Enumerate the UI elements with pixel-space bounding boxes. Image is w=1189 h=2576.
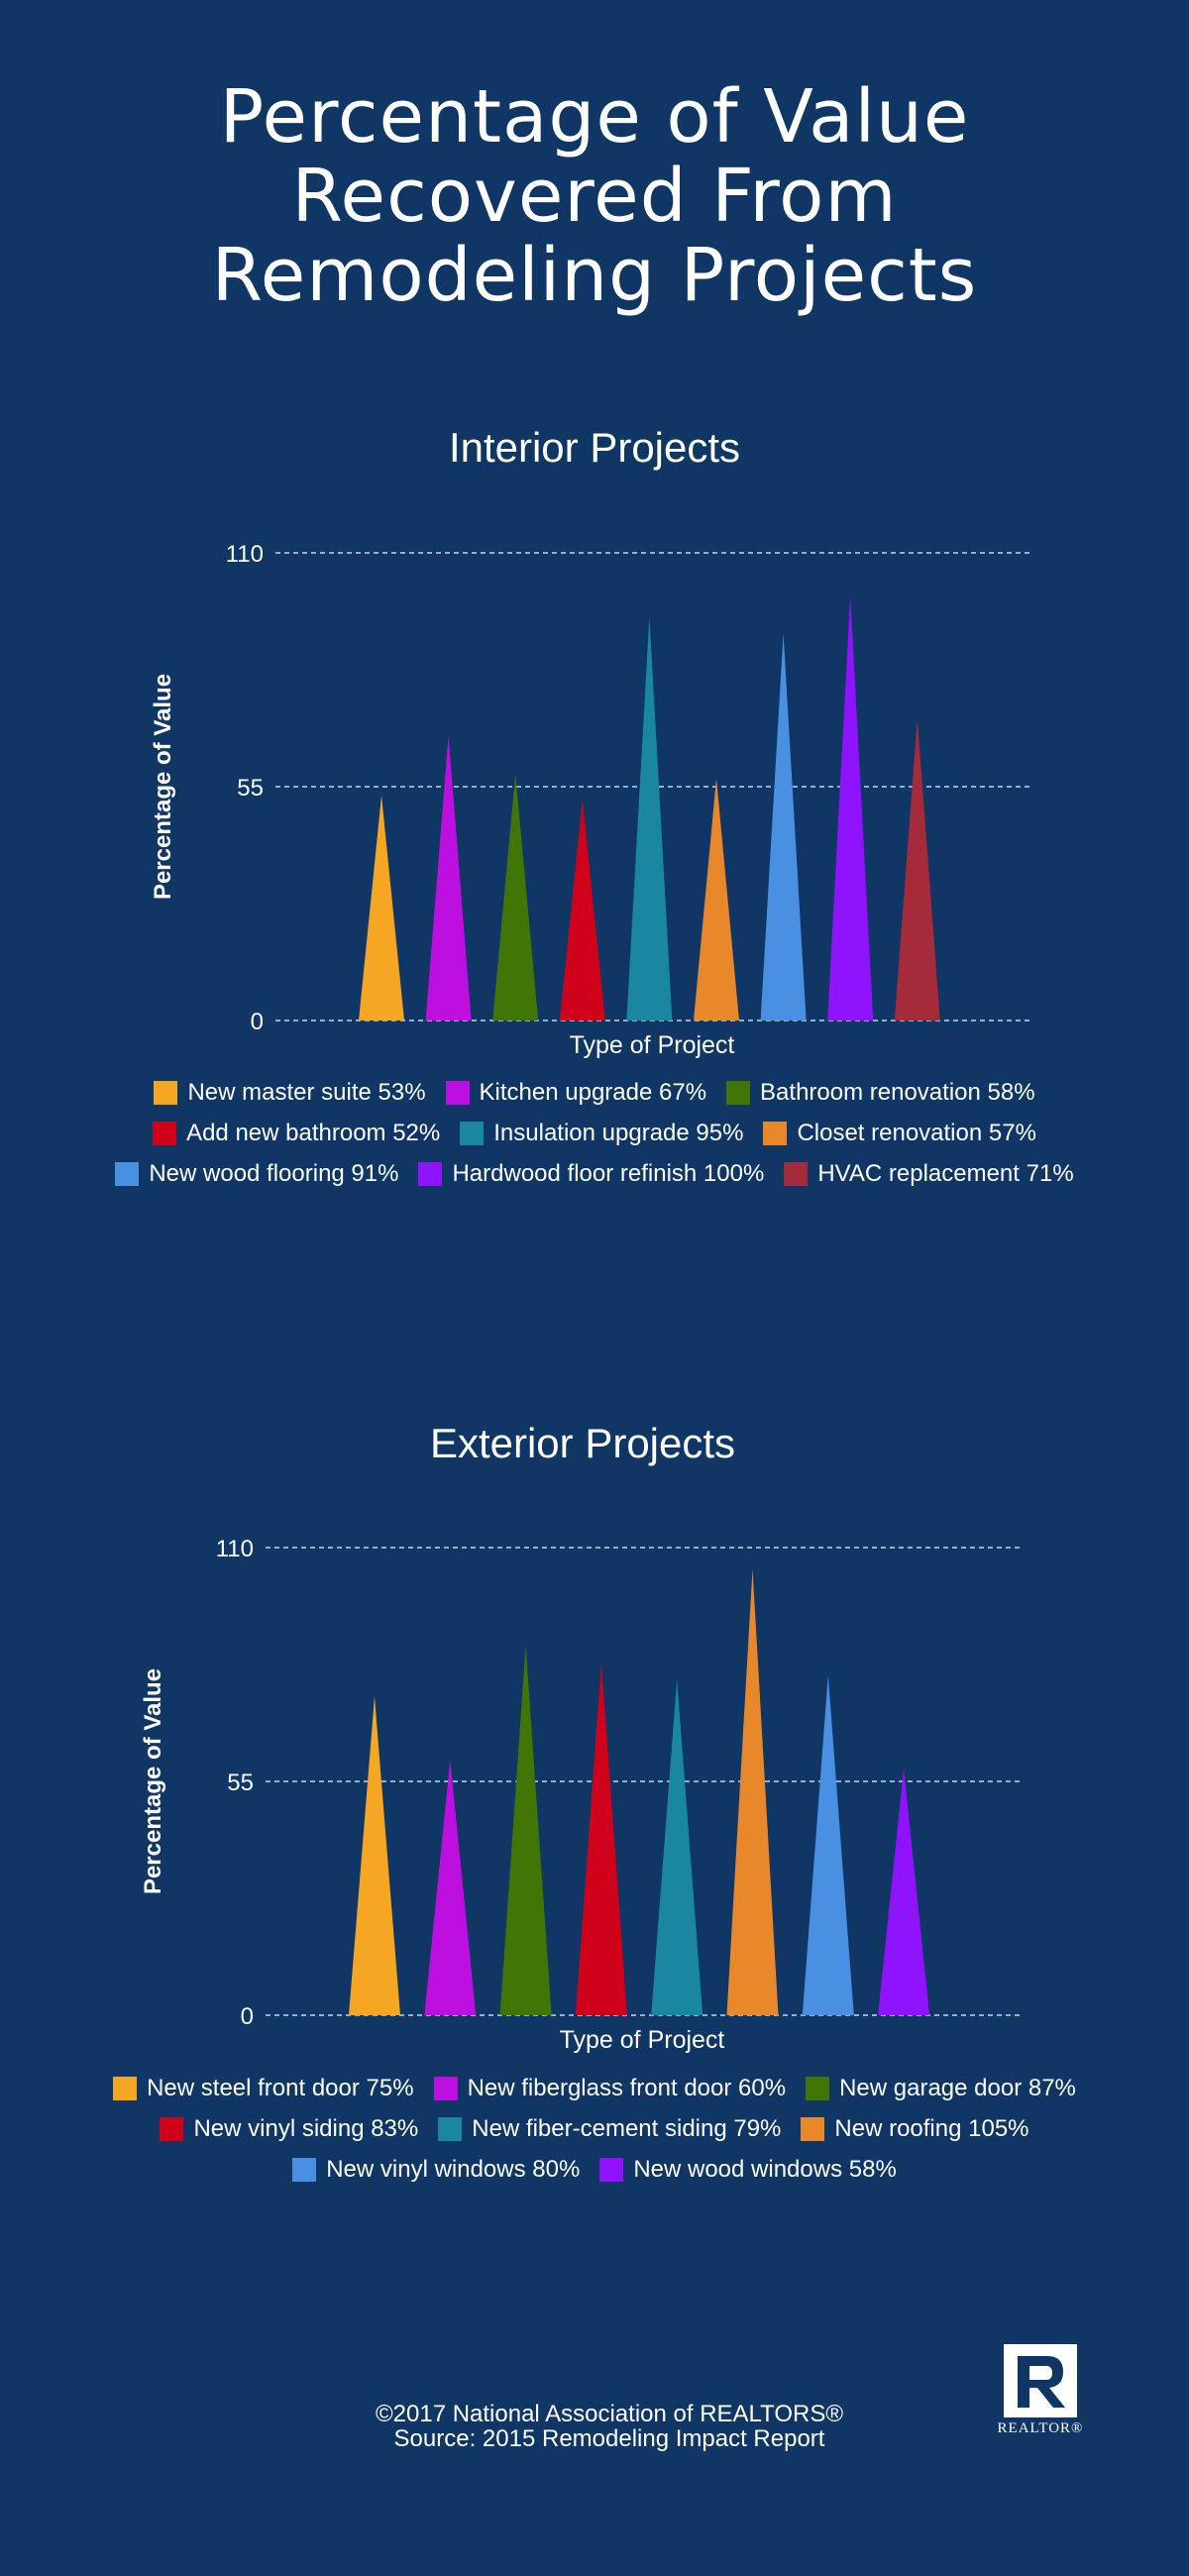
legend-label: New wood windows 58% bbox=[633, 2156, 897, 2183]
bar bbox=[827, 594, 874, 1020]
legend-label: New garage door 87% bbox=[839, 2075, 1076, 2101]
legend-swatch bbox=[726, 1080, 751, 1105]
legend-item: Add new bathroom 52% bbox=[153, 1119, 440, 1147]
legend-swatch bbox=[806, 2076, 830, 2100]
legend-swatch bbox=[160, 2116, 184, 2141]
legend-swatch bbox=[438, 2116, 463, 2141]
legend-item: New fiberglass front door 60% bbox=[433, 2074, 787, 2102]
legend-label: Kitchen upgrade 67% bbox=[479, 1079, 707, 1106]
source-text: Source: 2015 Remodeling Impact Report bbox=[393, 2425, 825, 2452]
y-tick-label: 55 bbox=[237, 775, 264, 802]
y-tick-label: 0 bbox=[241, 2003, 254, 2030]
legend-label: New vinyl windows 80% bbox=[326, 2156, 581, 2183]
realtor-logo: REALTOR® bbox=[998, 2344, 1082, 2437]
legend-swatch bbox=[154, 1080, 178, 1105]
bar bbox=[894, 718, 940, 1020]
bar bbox=[651, 1679, 703, 2015]
legend-swatch bbox=[113, 2076, 138, 2100]
legend-item: New wood windows 58% bbox=[599, 2155, 897, 2184]
bar bbox=[559, 799, 605, 1020]
legend-label: Add new bathroom 52% bbox=[186, 1120, 441, 1146]
legend-label: HVAC replacement 71% bbox=[817, 1160, 1074, 1187]
exterior-legend: New steel front door 75% New fiberglass f… bbox=[99, 2074, 1090, 2184]
legend-swatch bbox=[418, 1161, 443, 1186]
y-axis-label: Percentage of Value bbox=[150, 674, 176, 900]
legend-swatch bbox=[433, 2076, 458, 2100]
chart-title-interior: Interior Projects bbox=[448, 424, 741, 471]
x-axis-label: Type of Project bbox=[570, 1031, 735, 1059]
logo-text: REALTOR® bbox=[997, 2420, 1084, 2436]
legend-item: Bathroom renovation 58% bbox=[726, 1078, 1035, 1107]
y-axis-label: Percentage of Value bbox=[140, 1668, 166, 1894]
bar bbox=[349, 1696, 400, 2015]
legend-label: New fiberglass front door 60% bbox=[467, 2075, 787, 2101]
bar bbox=[726, 1568, 779, 2015]
legend-label: Closet renovation 57% bbox=[797, 1120, 1036, 1146]
legend-label: New wood flooring 91% bbox=[149, 1160, 399, 1187]
realtor-r-icon bbox=[1004, 2344, 1077, 2417]
legend-item: New wood flooring 91% bbox=[115, 1159, 398, 1188]
legend-item: New vinyl siding 83% bbox=[160, 2114, 418, 2143]
bar bbox=[802, 1674, 854, 2015]
y-tick-label: 110 bbox=[216, 1536, 254, 1562]
legend-swatch bbox=[784, 1161, 809, 1186]
exterior-chart: 0 55 110 Type of Project Percentage of Value bbox=[140, 1536, 1021, 2054]
copyright-text: ©2017 National Association of REALTORS® bbox=[375, 2401, 844, 2427]
bar bbox=[425, 735, 472, 1020]
legend-label: New fiber-cement siding 79% bbox=[472, 2115, 782, 2142]
legend-label: New master suite 53% bbox=[187, 1079, 426, 1106]
y-tick-label: 55 bbox=[227, 1770, 254, 1796]
page-title: Percentage of Value Recovered From Remod… bbox=[211, 74, 978, 318]
legend-swatch bbox=[445, 1080, 470, 1105]
legend-label: New steel front door 75% bbox=[147, 2075, 414, 2101]
legend-item: New vinyl windows 80% bbox=[292, 2155, 580, 2184]
bar bbox=[424, 1760, 477, 2015]
legend-label: New roofing 105% bbox=[834, 2115, 1029, 2142]
x-axis-label: Type of Project bbox=[560, 2026, 725, 2054]
legend-label: Bathroom renovation 58% bbox=[760, 1079, 1035, 1106]
legend-label: Hardwood floor refinish 100% bbox=[452, 1160, 765, 1187]
interior-legend: New master suite 53% Kitchen upgrade 67% B… bbox=[99, 1078, 1090, 1188]
legend-swatch bbox=[292, 2157, 317, 2182]
bar bbox=[492, 774, 539, 1020]
legend-item: New master suite 53% bbox=[154, 1078, 426, 1107]
interior-chart: 0 55 110 Type of Project Percentage of Value bbox=[150, 541, 1030, 1059]
footer: ©2017 National Association of REALTORS® … bbox=[0, 2402, 1189, 2451]
legend-item: Closet renovation 57% bbox=[763, 1119, 1036, 1147]
legend-item: New fiber-cement siding 79% bbox=[438, 2114, 781, 2143]
legend-label: Insulation upgrade 95% bbox=[493, 1120, 744, 1146]
legend-swatch bbox=[460, 1121, 485, 1145]
chart-title-exterior: Exterior Projects bbox=[429, 1420, 736, 1466]
legend-item: Hardwood floor refinish 100% bbox=[418, 1159, 764, 1188]
legend-label: New vinyl siding 83% bbox=[193, 2115, 419, 2142]
bar bbox=[694, 778, 739, 1020]
legend-swatch bbox=[153, 1121, 177, 1145]
bar bbox=[760, 633, 807, 1020]
y-tick-label: 0 bbox=[251, 1009, 264, 1035]
legend-item: Kitchen upgrade 67% bbox=[445, 1078, 707, 1107]
bar bbox=[499, 1645, 552, 2015]
legend-item: Insulation upgrade 95% bbox=[460, 1119, 743, 1147]
bar bbox=[626, 616, 673, 1020]
legend-item: HVAC replacement 71% bbox=[784, 1159, 1074, 1188]
legend-swatch bbox=[763, 1121, 788, 1145]
bar bbox=[575, 1662, 627, 2015]
legend-item: New roofing 105% bbox=[801, 2114, 1029, 2143]
legend-swatch bbox=[599, 2157, 624, 2182]
bar bbox=[878, 1769, 930, 2015]
legend-item: New garage door 87% bbox=[806, 2074, 1076, 2102]
legend-swatch bbox=[801, 2116, 825, 2141]
legend-swatch bbox=[115, 1161, 140, 1186]
y-tick-label: 110 bbox=[226, 541, 264, 568]
legend-item: New steel front door 75% bbox=[113, 2074, 414, 2102]
bar bbox=[359, 795, 404, 1020]
